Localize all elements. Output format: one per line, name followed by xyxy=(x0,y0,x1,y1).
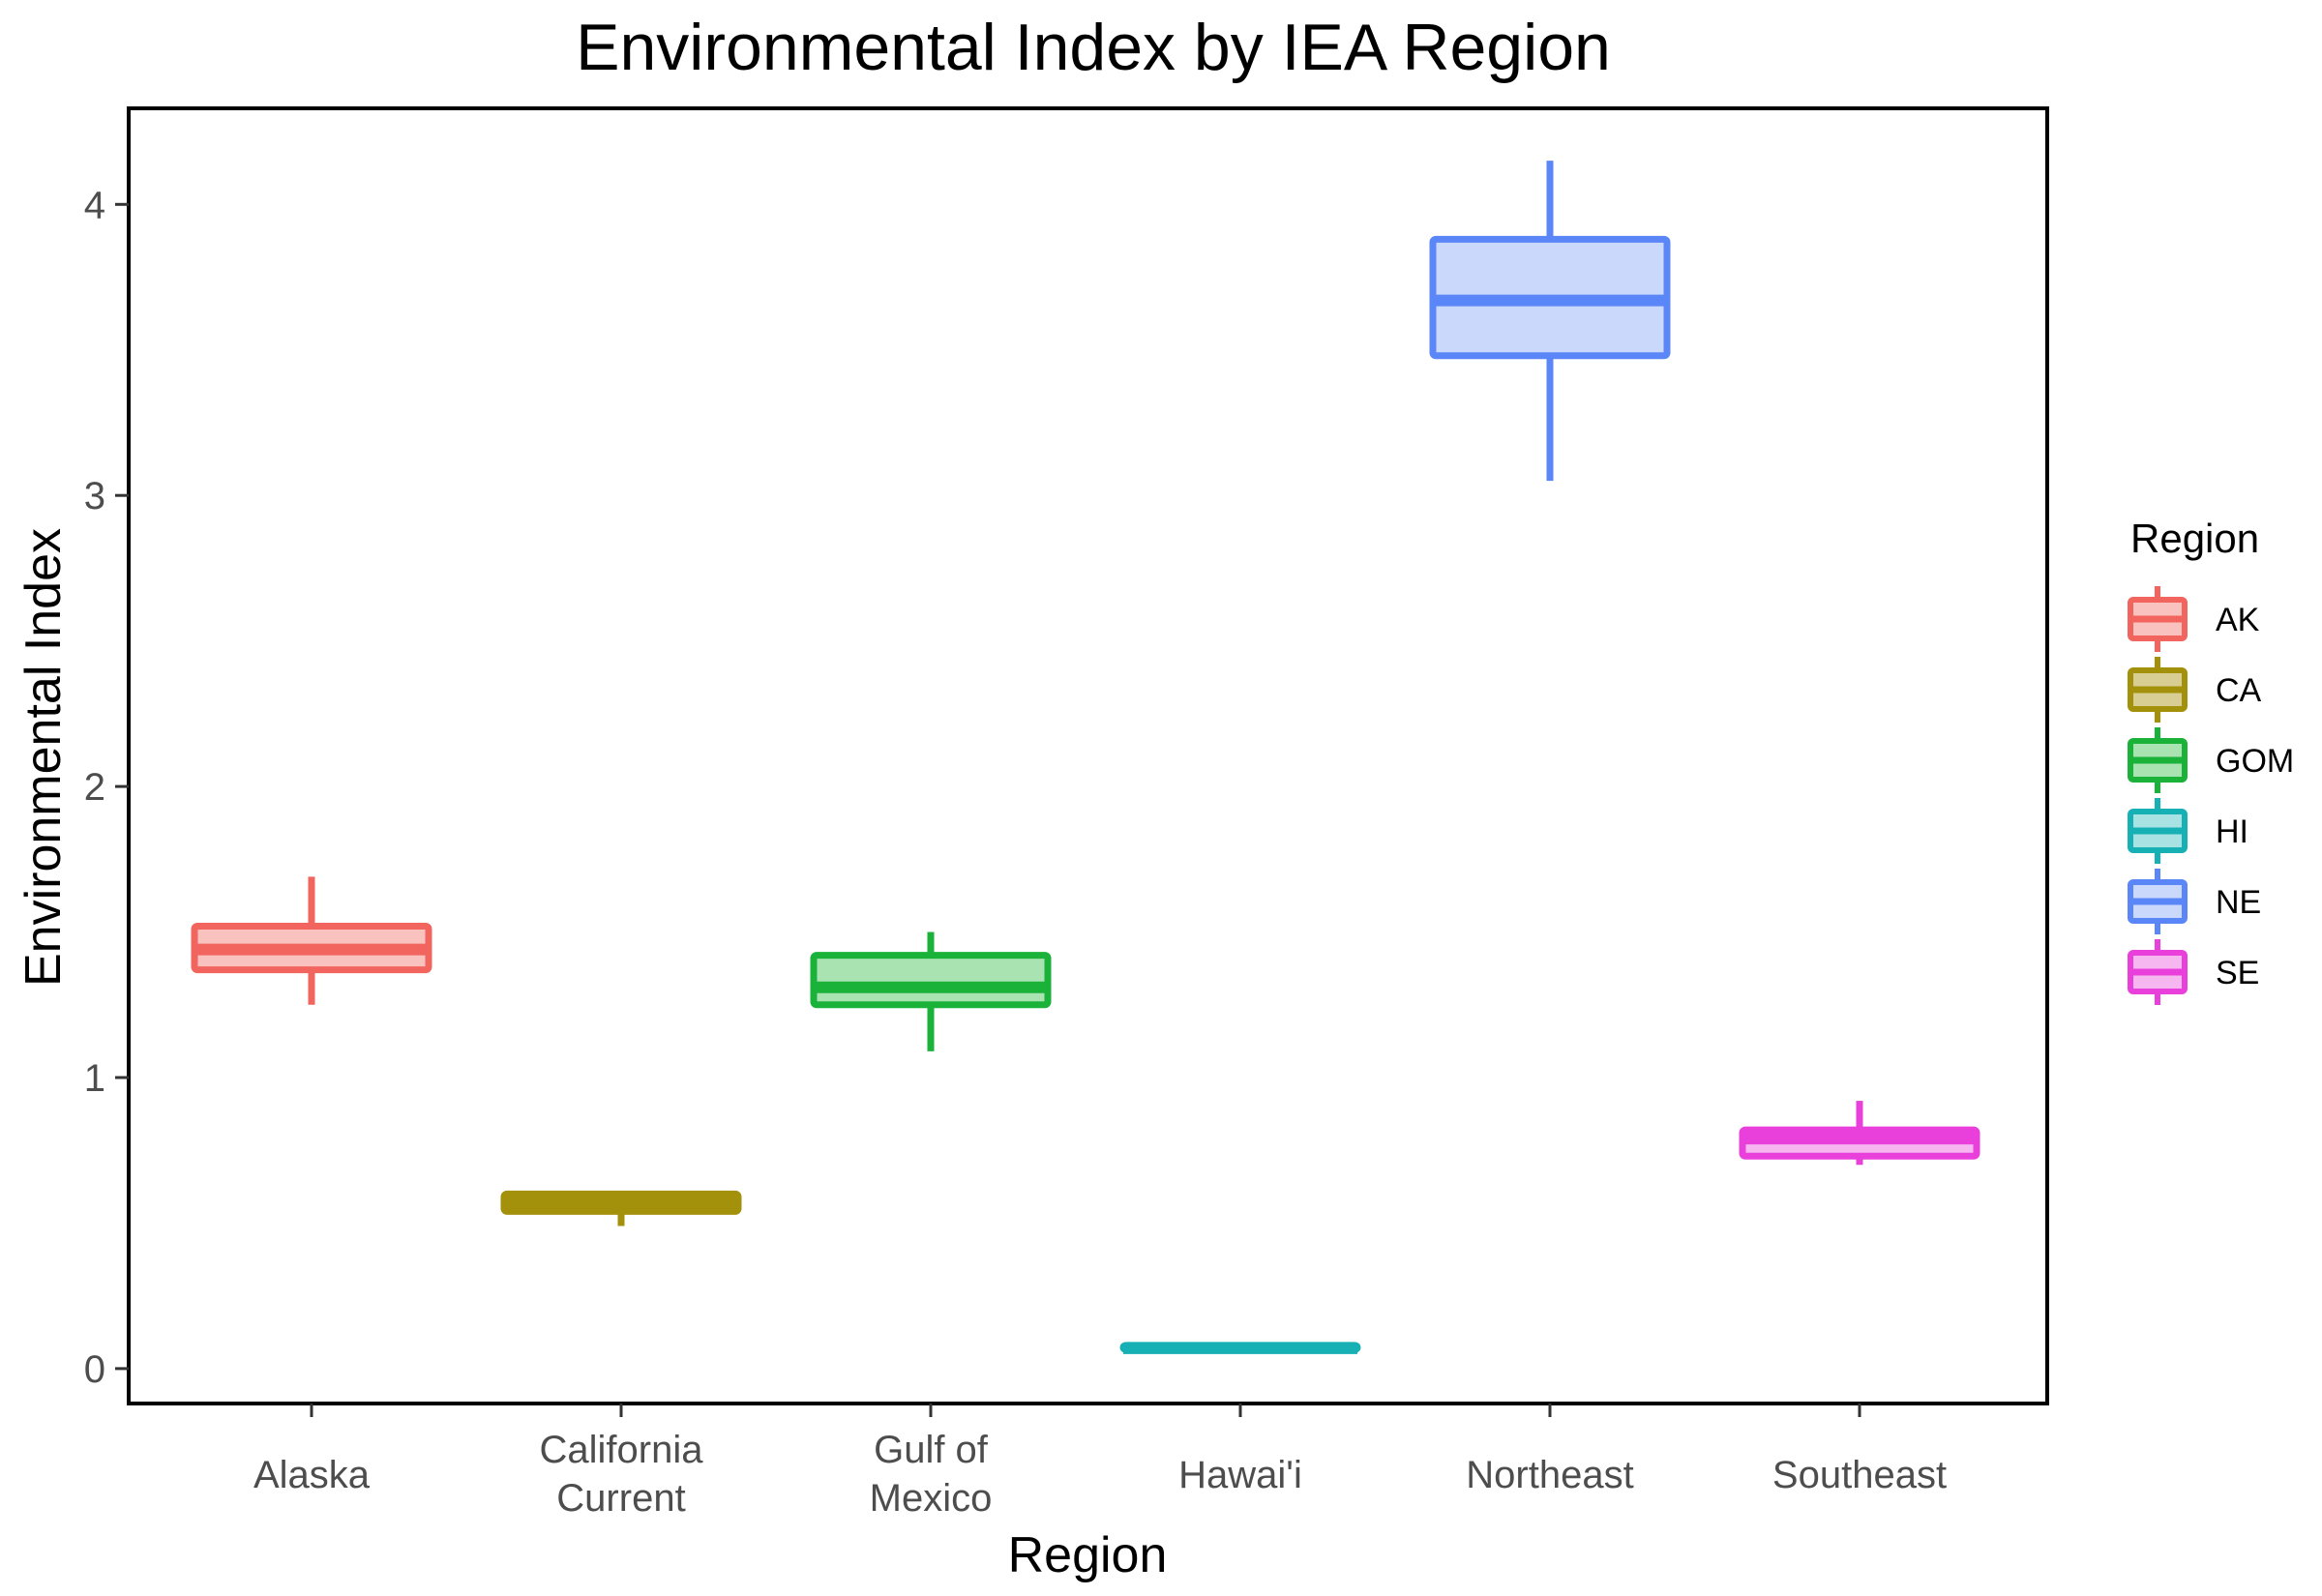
x-tick-label-ca: California Current xyxy=(540,1429,704,1520)
plot-panel-border xyxy=(127,106,2049,1405)
y-tick-label-2: 2 xyxy=(84,766,105,809)
x-tick-label-ak: Alaska xyxy=(253,1454,371,1496)
box-se xyxy=(1739,1101,1980,1166)
box-ak xyxy=(191,876,432,1005)
y-tick-label-3: 3 xyxy=(84,475,105,517)
y-tick-label-0: 0 xyxy=(84,1348,105,1391)
box-ca xyxy=(500,1190,742,1227)
legend-label-ca: CA xyxy=(2216,672,2262,709)
x-tick-label-gom: Gulf of Mexico xyxy=(870,1429,993,1520)
legend-label-ak: AK xyxy=(2216,602,2260,638)
x-axis-title: Region xyxy=(1008,1527,1168,1583)
chart-title: Environmental Index by IEA Region xyxy=(576,11,1611,84)
box-ne xyxy=(1429,161,1671,482)
y-tick-label-4: 4 xyxy=(84,184,105,226)
legend-label-hi: HI xyxy=(2216,813,2248,850)
legend: Region AK CA GOM HI NE SE xyxy=(2128,516,2294,1005)
plot-area xyxy=(191,161,1980,1354)
legend-item-ak: AK xyxy=(2128,586,2260,652)
legend-label-se: SE xyxy=(2216,955,2259,991)
y-tick-label-1: 1 xyxy=(84,1057,105,1100)
legend-title: Region xyxy=(2130,516,2259,561)
legend-item-ca: CA xyxy=(2128,657,2262,723)
box-body-gom xyxy=(810,952,1052,1009)
y-axis-title: Environmental Index xyxy=(15,528,72,987)
x-tick-label-se: Southeast xyxy=(1772,1454,1947,1496)
x-tick-label-hi: Hawai'i xyxy=(1178,1454,1302,1496)
legend-item-hi: HI xyxy=(2128,798,2248,864)
legend-item-se: SE xyxy=(2128,939,2259,1005)
box-gom xyxy=(810,931,1052,1051)
box-hi xyxy=(1119,1342,1361,1354)
legend-item-ne: NE xyxy=(2128,869,2261,934)
x-tick-label-ne: Northeast xyxy=(1466,1454,1633,1496)
legend-item-gom: GOM xyxy=(2128,727,2294,793)
legend-label-gom: GOM xyxy=(2216,743,2294,780)
legend-label-ne: NE xyxy=(2216,884,2261,921)
